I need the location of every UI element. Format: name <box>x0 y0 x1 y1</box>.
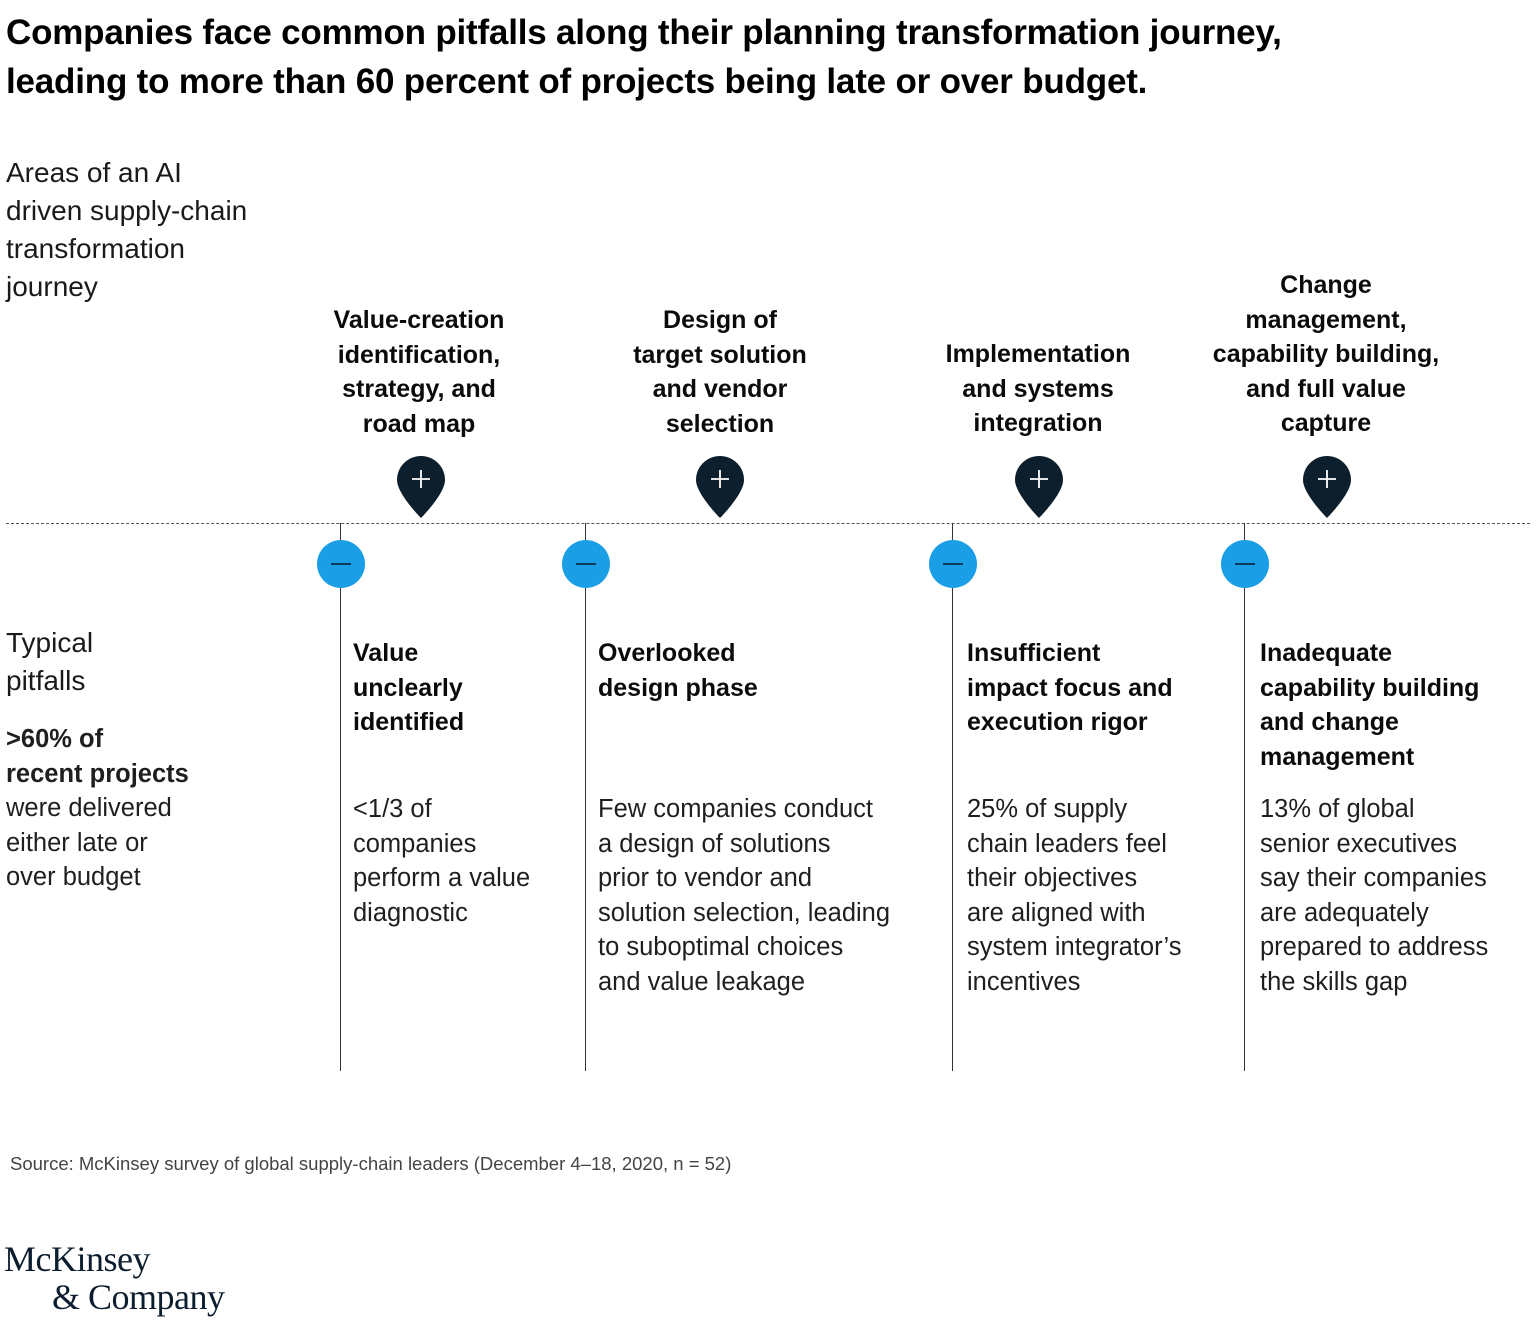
pitfall-divider <box>340 523 341 1071</box>
pitfall-desc-line: prior to vendor and <box>598 864 813 892</box>
pitfall-desc-line: 13% of global <box>1260 795 1415 823</box>
pitfall-desc-line: solution selection, leading <box>598 898 891 927</box>
plus-pin-icon[interactable] <box>694 454 746 520</box>
minus-circle-icon[interactable] <box>317 540 365 588</box>
pitfall-desc-line: diagnostic <box>353 898 468 927</box>
mckinsey-logo: McKinsey & Company <box>4 1240 225 1316</box>
stat-strong-line: recent projects <box>6 759 189 788</box>
areas-label-line: Areas of an AI <box>6 157 182 188</box>
phase-line: road map <box>362 409 476 438</box>
pitfall-title-line: identified <box>353 708 465 736</box>
chart-title: Companies face common pitfalls along the… <box>6 8 1526 106</box>
phase-line: selection <box>665 409 775 438</box>
phase-value-creation: Value-creation identification, strategy,… <box>279 303 559 441</box>
logo-line: McKinsey <box>4 1239 150 1279</box>
phase-line: Design of <box>663 306 777 334</box>
pitfall-title-line: Overlooked <box>598 639 736 667</box>
minus-circle-icon[interactable] <box>562 540 610 588</box>
areas-label: Areas of an AI driven supply-chain trans… <box>6 154 247 306</box>
title-line-1: Companies face common pitfalls along the… <box>6 13 1282 52</box>
pitfalls-label: Typical pitfalls <box>6 624 93 700</box>
phase-line: Value-creation <box>333 306 505 334</box>
pitfall-title-line: execution rigor <box>967 708 1148 736</box>
pitfall-desc-line: perform a value <box>353 864 531 892</box>
phase-line: and vendor <box>652 375 788 403</box>
pitfall-desc-line: the skills gap <box>1260 967 1408 996</box>
phase-line: Change <box>1280 271 1372 299</box>
phase-line: identification, <box>337 340 501 369</box>
pitfall-title: Insufficient impact focus and execution … <box>967 636 1173 740</box>
phase-line: and systems <box>962 374 1114 403</box>
stat-line: over budget <box>6 863 141 891</box>
plus-pin-icon[interactable] <box>1301 454 1353 520</box>
pitfall-desc-line: companies <box>353 829 477 858</box>
pitfall-desc-line: a design of solutions <box>598 829 831 858</box>
pitfall-desc-line: 25% of supply <box>967 795 1128 823</box>
minus-circle-icon[interactable] <box>1221 540 1269 588</box>
pitfall-title: Overlooked design phase <box>598 636 758 705</box>
source-note: Source: McKinsey survey of global supply… <box>10 1153 732 1174</box>
pitfall-title-line: design phase <box>598 673 758 702</box>
pitfall-description: Few companies conduct a design of soluti… <box>598 792 890 999</box>
phase-line: and full value <box>1246 374 1406 403</box>
stat-line: were delivered <box>6 794 172 822</box>
phase-implementation: Implementation and systems integration <box>898 337 1178 441</box>
title-line-2: leading to more than 60 percent of proje… <box>6 62 1148 101</box>
pitfall-title-line: Insufficient <box>967 639 1101 667</box>
phase-change-management: Change management, capability building, … <box>1186 268 1466 441</box>
pitfall-title: Value unclearly identified <box>353 636 464 740</box>
phase-design: Design of target solution and vendor sel… <box>580 303 860 441</box>
stat-line: either late or <box>6 828 148 857</box>
pitfall-desc-line: and value leakage <box>598 967 806 996</box>
pitfall-title-line: and change <box>1260 708 1399 736</box>
pitfall-desc-line: chain leaders feel <box>967 829 1167 858</box>
pitfall-desc-line: system integrator’s <box>967 933 1182 961</box>
phase-line: capture <box>1280 409 1372 437</box>
phase-line: capability building, <box>1212 340 1440 368</box>
areas-label-line: transformation <box>6 233 185 264</box>
pitfall-title: Inadequate capability building and chang… <box>1260 636 1479 774</box>
pitfall-title-line: Inadequate <box>1260 639 1392 667</box>
phase-line: Implementation <box>945 340 1131 368</box>
areas-label-line: journey <box>6 271 98 302</box>
pitfall-desc-line: incentives <box>967 967 1081 996</box>
phase-line: target solution <box>633 340 807 369</box>
pitfall-divider <box>952 523 953 1071</box>
areas-label-line: driven supply-chain <box>6 195 248 226</box>
pitfalls-label-line: pitfalls <box>6 665 86 696</box>
pitfall-desc-line: prepared to address <box>1260 933 1489 961</box>
pitfall-description: 25% of supply chain leaders feel their o… <box>967 792 1181 999</box>
phase-line: integration <box>973 409 1103 437</box>
pitfall-title-line: capability building <box>1260 673 1480 702</box>
pitfall-title-line: impact focus and <box>967 673 1173 702</box>
pitfall-title-line: management <box>1260 742 1415 771</box>
stat-block: >60% of recent projects were delivered e… <box>6 722 189 895</box>
pitfall-desc-line: to suboptimal choices <box>598 933 844 961</box>
pitfall-title-line: unclearly <box>353 673 463 702</box>
pitfall-desc-line: Few companies conduct <box>598 795 873 823</box>
timeline-dashed-line <box>6 523 1530 524</box>
plus-pin-icon[interactable] <box>1013 454 1065 520</box>
pitfalls-label-line: Typical <box>6 627 94 658</box>
pitfall-description: 13% of global senior executives say thei… <box>1260 792 1488 999</box>
pitfall-divider <box>1244 523 1245 1071</box>
pitfall-desc-line: <1/3 of <box>353 795 432 823</box>
phase-line: management, <box>1245 305 1407 334</box>
stat-strong-line: >60% of <box>6 725 104 753</box>
logo-line: & Company <box>52 1277 225 1317</box>
pitfall-desc-line: senior executives <box>1260 829 1458 858</box>
pitfall-divider <box>585 523 586 1071</box>
pitfall-desc-line: are adequately <box>1260 898 1429 927</box>
pitfall-desc-line: their objectives <box>967 864 1138 892</box>
pitfall-desc-line: say their companies <box>1260 864 1487 892</box>
pitfall-title-line: Value <box>353 639 419 667</box>
pitfall-description: <1/3 of companies perform a value diagno… <box>353 792 530 930</box>
phase-line: strategy, and <box>342 375 496 403</box>
pitfall-desc-line: are aligned with <box>967 898 1146 927</box>
plus-pin-icon[interactable] <box>395 454 447 520</box>
minus-circle-icon[interactable] <box>929 540 977 588</box>
